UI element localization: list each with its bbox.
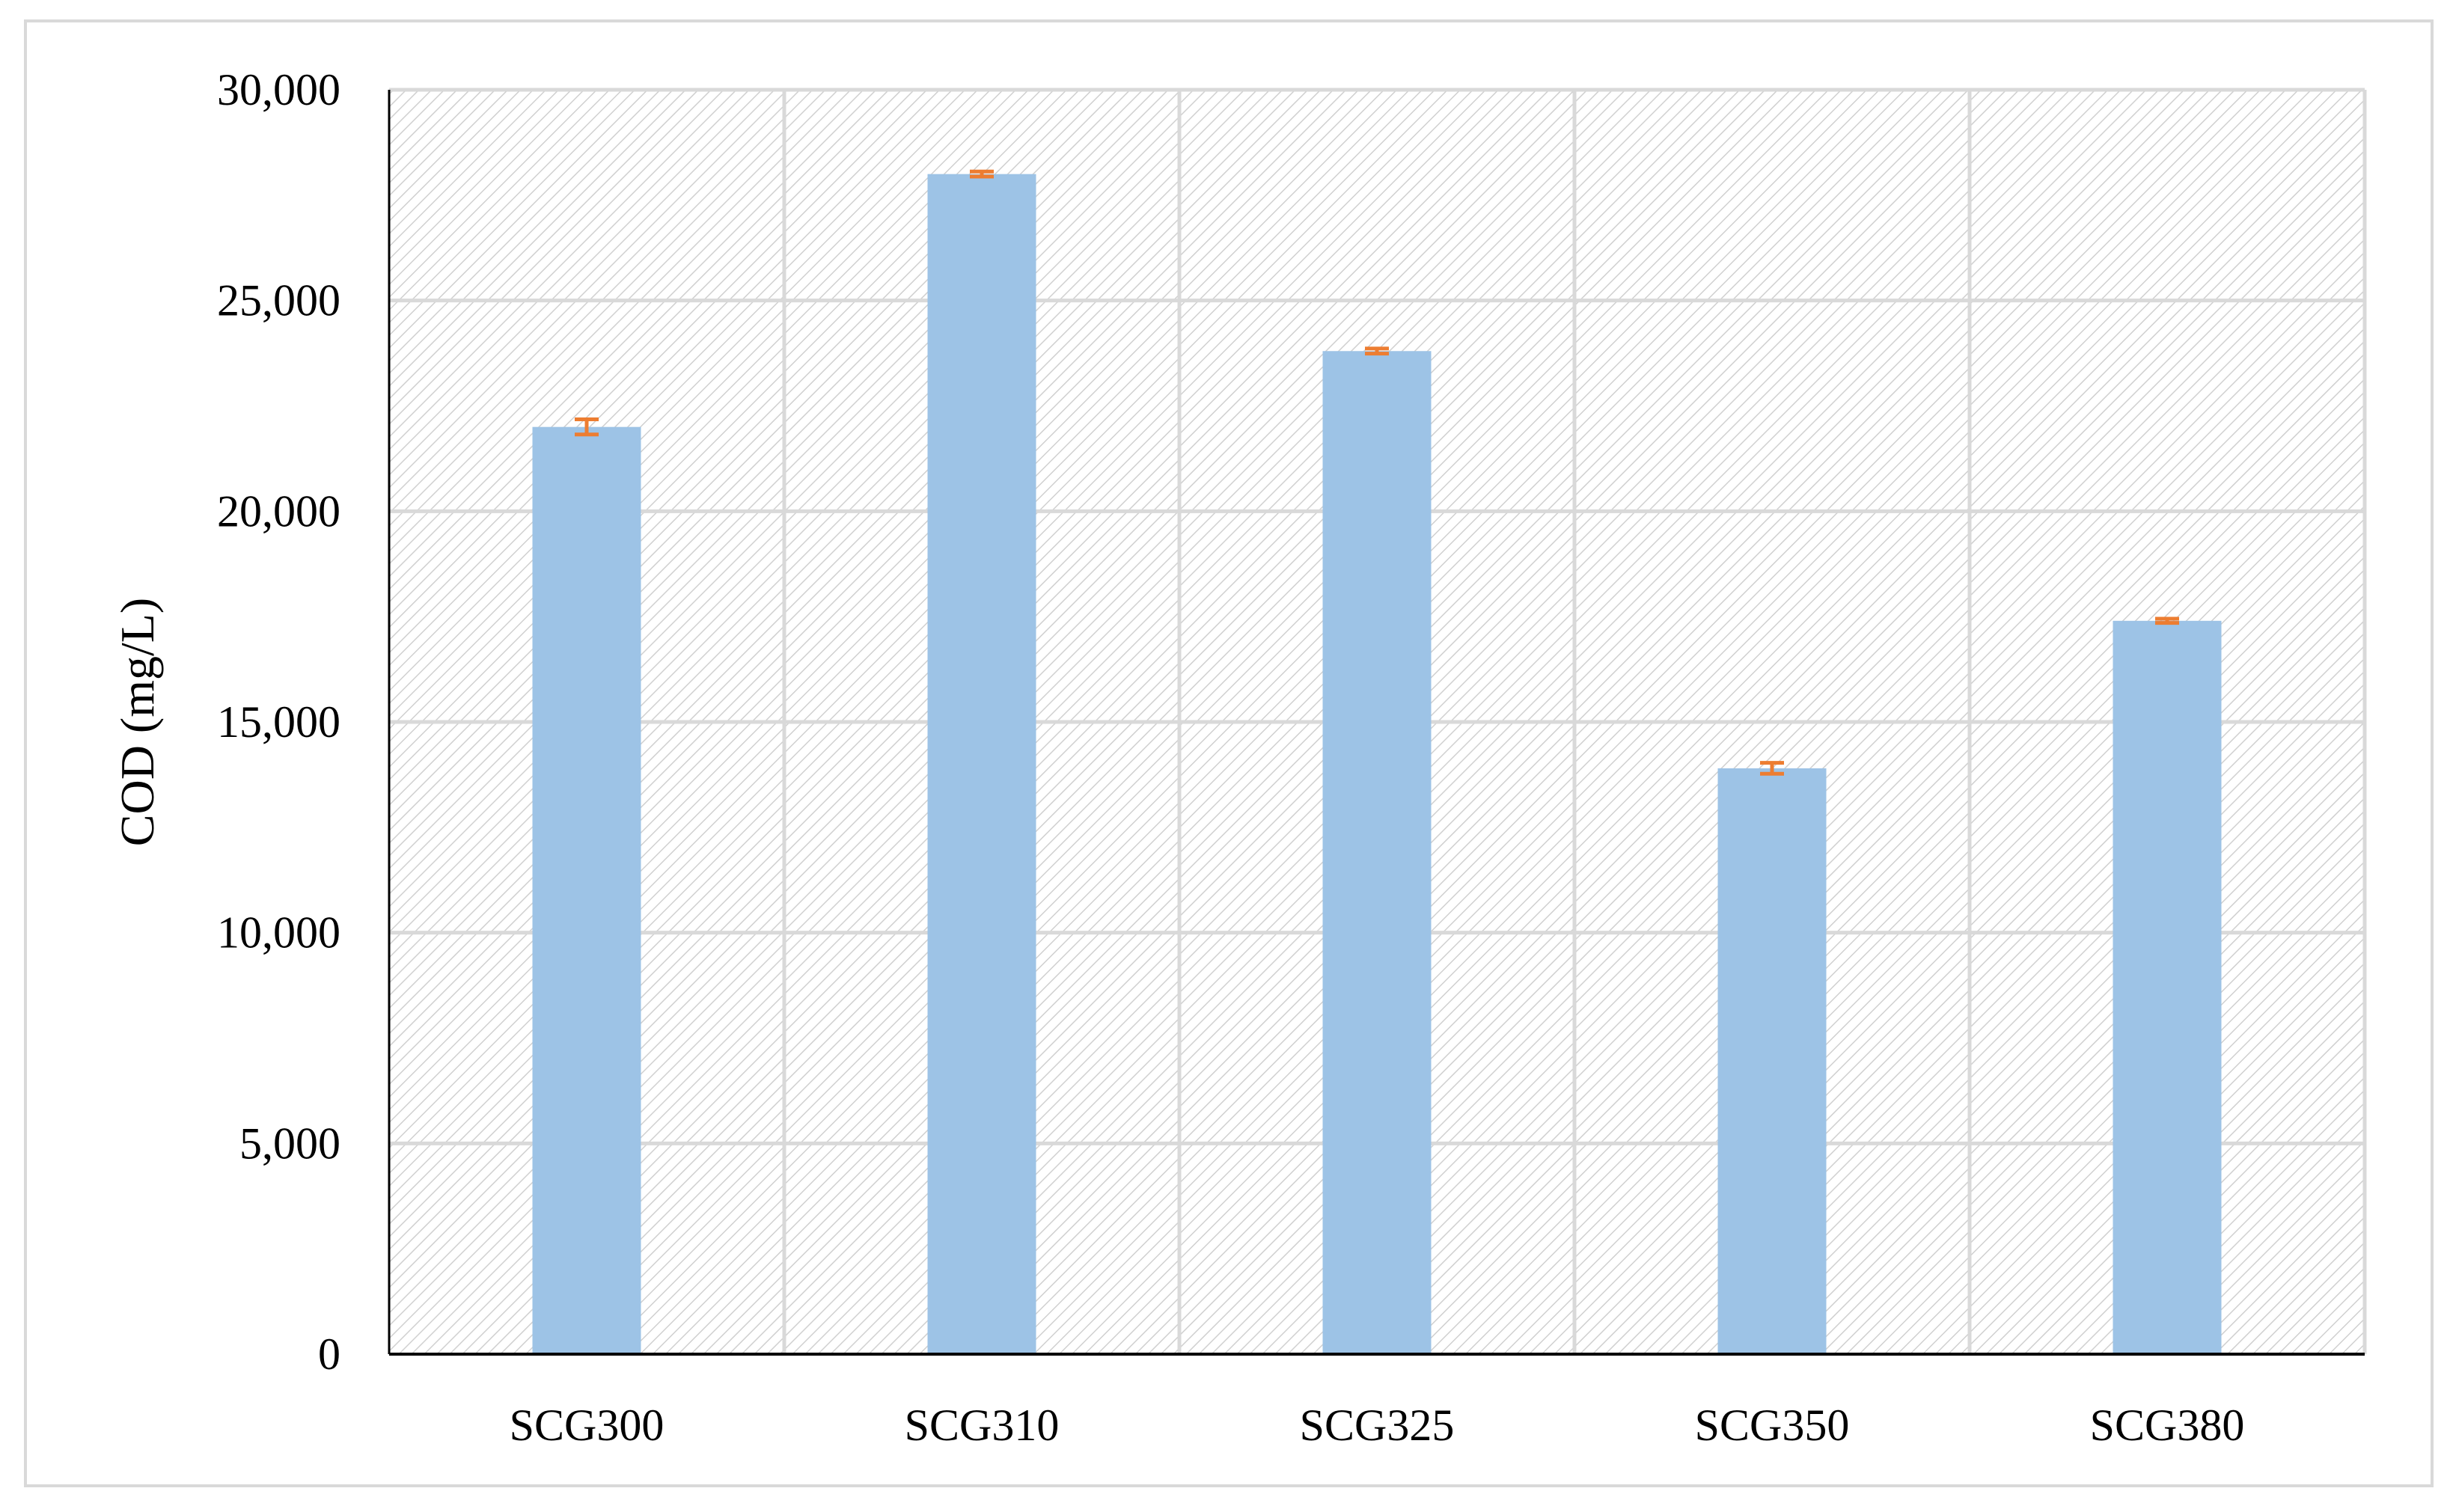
bar [1322,351,1432,1355]
error-bar [575,417,599,437]
x-tick-labels: SCG300 SCG310 SCG325 SCG350 SCG380 [510,1401,2245,1450]
x-tick-label: SCG350 [1695,1401,1850,1450]
y-axis-label: COD (mg/L) [111,598,164,846]
bar [927,174,1036,1355]
y-tick-labels: 0 5,000 10,000 15,000 20,000 25,000 30,000 [217,65,340,1379]
y-tick-label: 10,000 [217,908,340,958]
x-tick-label: SCG325 [1300,1401,1455,1450]
x-tick-label: SCG380 [2090,1401,2245,1450]
error-bar [2155,616,2179,625]
x-tick-label: SCG300 [510,1401,665,1450]
bars [532,174,2222,1355]
bar [2113,620,2222,1354]
error-bar [970,169,994,179]
y-tick-label: 15,000 [217,697,340,747]
x-tick-label: SCG310 [905,1401,1060,1450]
y-tick-label: 20,000 [217,486,340,536]
error-bars [575,169,2179,776]
y-tick-label: 25,000 [217,276,340,325]
axes [388,90,2365,1356]
y-tick-label: 30,000 [217,65,340,114]
bar [532,426,641,1354]
bar [1717,768,1827,1354]
error-bar [1365,346,1389,356]
y-tick-label: 5,000 [239,1118,340,1168]
error-bar [1760,761,1784,776]
y-tick-label: 0 [318,1329,340,1379]
